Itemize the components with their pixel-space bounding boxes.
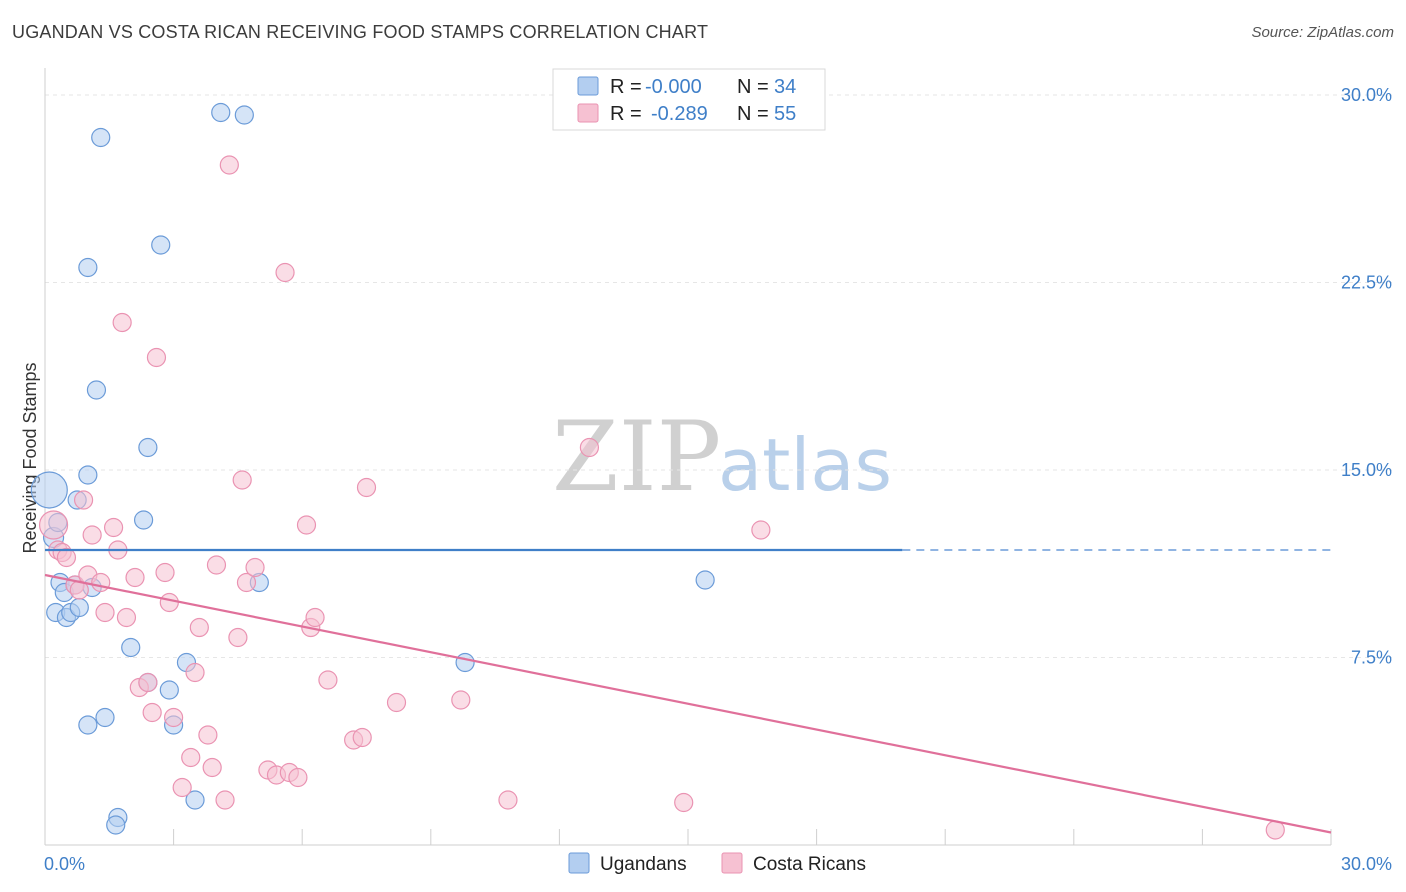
costa-ricans-point-25 (185, 662, 205, 683)
legend-n-label-ugandans: N = (737, 76, 769, 98)
y-tick-label-1: 15.0% (1341, 460, 1392, 480)
costa-ricans-point-21 (159, 592, 179, 613)
y-tick-label-3: 30.0% (1341, 85, 1392, 105)
correlation-legend: R = -0.000 N = 34 R = -0.289 N = 55 (552, 68, 826, 131)
legend-r-value-costa-ricans: -0.289 (651, 103, 708, 125)
costa-ricans-point-38 (275, 262, 295, 283)
ugandans-point-15 (86, 380, 107, 400)
series-legend: Ugandans Costa Ricans (568, 852, 866, 875)
costa-ricans-point-32 (228, 627, 248, 648)
ugandans-point-10 (69, 597, 89, 618)
trend-lines (44, 548, 1332, 834)
costa-ricans-point-24 (181, 747, 201, 768)
costa-ricans-point-15 (125, 567, 145, 588)
costa-ricans-point-33 (232, 470, 252, 490)
costa-ricans-point-53 (751, 520, 771, 540)
costa-ricans-point-19 (146, 347, 167, 368)
y-tick-label-2: 22.5% (1341, 273, 1392, 293)
costa-ricans-point-44 (318, 670, 338, 690)
costa-ricans-point-41 (296, 515, 317, 535)
costa-ricans-point-35 (245, 557, 265, 578)
costa-ricans-point-17 (138, 672, 158, 693)
costa-ricans-point-48 (386, 692, 407, 713)
x-tick-label-min: 0.0% (44, 854, 85, 874)
y-tick-labels: 7.5% 15.0% 22.5% 30.0% (1341, 85, 1392, 668)
costa-ricans-point-3 (56, 547, 77, 568)
costa-ricans-point-13 (112, 312, 132, 333)
watermark-atlas: atlas (718, 423, 892, 507)
legend-r-label-costa-ricans: R = (610, 103, 642, 125)
costa-ricans-point-30 (215, 790, 235, 810)
legend-n-value-costa-ricans: 55 (774, 103, 796, 125)
costa-ricans-point-51 (579, 437, 600, 458)
ugandans-point-14 (91, 127, 111, 148)
bottom-legend-swatch-costa-ricans (721, 852, 743, 874)
costa-ricans-point-10 (95, 602, 115, 623)
ugandans-point-25 (159, 680, 179, 700)
y-axis-label: Receiving Food Stamps (20, 362, 40, 553)
series-ugandans (30, 102, 715, 835)
legend-swatch-ugandans (577, 76, 599, 96)
costa-ricans-point-0 (38, 510, 69, 540)
watermark-zip: ZIP (552, 401, 721, 513)
ugandans-point-28 (185, 790, 205, 810)
costa-ricans-point-18 (142, 702, 162, 723)
costa-ricans-point-28 (202, 757, 222, 778)
costa-ricans-point-46 (352, 727, 372, 748)
ugandans-point-23 (121, 637, 141, 658)
ugandans-point-29 (211, 102, 231, 123)
costa-ricans-point-40 (288, 767, 308, 788)
ugandans-point-19 (106, 815, 126, 835)
costa-ricans-point-6 (73, 490, 94, 510)
y-tick-label-0: 7.5% (1351, 648, 1392, 668)
gridlines (45, 94, 1392, 658)
axes (44, 68, 1332, 846)
costa-ricans-point-22 (164, 707, 184, 728)
ugandans-point-20 (133, 510, 154, 530)
ugandans-point-32 (455, 652, 475, 673)
legend-r-value-ugandans: -0.000 (645, 76, 702, 98)
costa-ricans-point-34 (236, 572, 257, 593)
x-tick-label-max: 30.0% (1341, 854, 1392, 874)
costa-ricans-point-14 (116, 607, 137, 628)
legend-r-label-ugandans: R = (610, 76, 642, 98)
ugandans-point-33 (695, 570, 715, 590)
costa-ricans-point-8 (82, 525, 102, 545)
costa-ricans-point-20 (155, 562, 175, 583)
costa-ricans-point-9 (91, 572, 111, 593)
ugandans-point-21 (138, 437, 158, 458)
trend-line-costa-ricans (44, 573, 1332, 834)
bottom-legend-swatch-ugandans (568, 852, 590, 874)
costa-ricans-point-31 (219, 155, 239, 175)
costa-ricans-point-49 (451, 690, 471, 710)
costa-ricans-point-52 (674, 792, 694, 813)
ugandans-point-13 (78, 257, 98, 278)
chart-title: UGANDAN VS COSTA RICAN RECEIVING FOOD ST… (12, 22, 709, 42)
x-tick-labels: 0.0% 30.0% (44, 854, 1392, 874)
ugandans-point-22 (151, 235, 171, 255)
ugandans-point-0 (30, 471, 68, 509)
ugandans-point-16 (78, 715, 98, 735)
costa-ricans-point-27 (198, 725, 218, 745)
legend-n-label-costa-ricans: N = (737, 103, 769, 125)
legend-swatch-costa-ricans (577, 103, 599, 123)
costa-ricans-point-47 (356, 477, 377, 498)
ugandans-point-30 (234, 105, 254, 125)
costa-ricans-point-50 (498, 790, 518, 810)
bottom-legend-label-costa-ricans: Costa Ricans (753, 854, 866, 875)
costa-ricans-point-26 (189, 617, 209, 638)
ugandans-point-11 (78, 465, 98, 485)
costa-ricans-point-11 (103, 517, 124, 538)
legend-n-value-ugandans: 34 (774, 76, 796, 98)
costa-ricans-point-43 (305, 607, 325, 628)
source-label: Source: ZipAtlas.com (1251, 24, 1394, 41)
bottom-legend-label-ugandans: Ugandans (600, 854, 687, 875)
ugandans-point-17 (95, 707, 115, 728)
series-costa-ricans (38, 155, 1285, 840)
costa-ricans-point-23 (172, 777, 192, 798)
costa-ricans-point-29 (206, 555, 227, 575)
